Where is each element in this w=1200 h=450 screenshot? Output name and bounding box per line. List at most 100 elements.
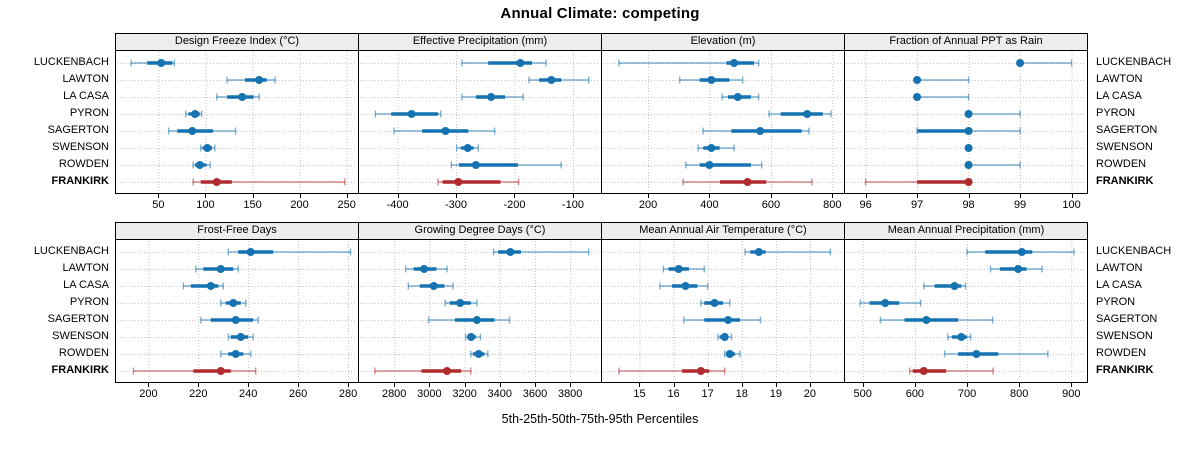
panel-elevation: Elevation (m) 200 400 600 800 [601,33,845,211]
median-dot-luckenbach [516,59,525,67]
median-dot-la-casa [429,282,438,290]
axis-caption: 5th-25th-50th-75th-95th Percentiles [501,412,699,426]
series-rowden [964,161,1021,169]
median-dot-rowden [474,350,483,358]
series-pyron [184,110,203,118]
series-sagerton [702,127,810,135]
series-pyron [700,299,731,307]
median-dot-swenson [467,333,476,341]
tick-mark [205,194,207,198]
median-dot-rowden [195,161,204,169]
row-label-pyron: PYRON [69,296,109,308]
row-label-lawton: LAWTON [62,73,109,85]
median-dot-sagerton [231,316,240,324]
series-pyron [374,110,442,118]
row-labels-right: LUCKENBACH LAWTON LA CASA PYRON SAGERTON SWEN… [1088,33,1198,194]
tick-label: 17 [701,388,714,400]
series-frankirk [618,367,726,375]
series-swenson [464,333,482,341]
median-dot-swenson [720,333,729,341]
row-label-frankirk: FRANKIRK [51,175,109,187]
tick-label: 3600 [522,388,548,400]
median-dot-frankirk [443,367,451,375]
series-frankirk [192,178,346,186]
series-swenson [227,333,254,341]
series-rowden [943,350,1049,358]
panel-fraction-ppt-rain: Fraction of Annual PPT as Rain 96 97 98 99 10… [844,33,1088,211]
series-rowden [192,161,211,169]
series-pyron [768,110,832,118]
tick-label: 100 [1062,199,1081,211]
tick-label: 240 [239,388,258,400]
row-label-frankirk: FRANKIRK [51,364,109,376]
median-dot-luckenbach [1016,59,1025,67]
row-label-luckenbach: LUCKENBACH [33,56,109,68]
tick-label: 98 [962,199,975,211]
tick-mark [346,194,348,198]
series-la-casa [216,93,260,101]
panel-strip-mean-annual-air-temperature: Mean Annual Air Temperature (°C) [602,223,844,240]
tick-mark [1071,383,1073,387]
series-swenson [697,144,735,152]
row-label-lawton: LAWTON [1096,73,1143,85]
series-pyron [220,299,247,307]
tick-mark [770,194,772,198]
median-dot-pyron [456,299,465,307]
tick-label: 800 [823,199,842,211]
gridlines [360,52,600,192]
median-dot-rowden [231,350,240,358]
panel-plot-mean-annual-air-temperature [603,241,843,381]
row-label-frankirk: FRANKIRK [1096,175,1154,187]
row-labels-left: LUCKENBACH LAWTON LA CASA PYRON SAGERTON SWEN… [0,222,115,383]
tick-mark [570,383,572,387]
series-swenson [717,333,733,341]
tick-mark [809,383,811,387]
panel-design-freeze-index: Design Freeze Index (°C) 50 100 150 200 250 [115,33,359,211]
row-label-rowden: ROWDEN [58,158,109,170]
panel-growing-degree-days: Growing Degree Days (°C) 2800 3000 3200 3400… [358,222,602,400]
panel-strip-frost-free-days: Frost-Free Days [116,223,358,240]
median-dot-frankirk [454,178,463,186]
panels-row-2: Frost-Free Days 200 220 240 260 280 Growing De… [115,222,1088,400]
median-dot-luckenbach [506,248,515,256]
tick-mark [572,194,574,198]
row-label-la-casa: LA CASA [63,90,109,102]
tick-label: 280 [338,388,358,400]
median-dot-pyron [710,299,719,307]
median-dot-rowden [705,161,714,169]
tick-mark [775,383,777,387]
series-lawton [662,265,705,273]
tick-label: 3800 [557,388,583,400]
tick-mark [709,194,711,198]
row-label-rowden: ROWDEN [58,347,109,359]
tick-mark [865,194,867,198]
tick-label: 200 [290,199,309,211]
panel-mean-annual-air-temperature: Mean Annual Air Temperature (°C) 15 16 17 18… [601,222,845,400]
tick-label: -400 [386,199,409,211]
tick-label: 500 [853,388,872,400]
series-luckenbach [744,248,832,256]
series-pyron [964,110,1021,118]
row-label-frankirk: FRANKIRK [1096,364,1154,376]
median-dot-pyron [964,110,973,118]
row-label-sagerton: SAGERTON [1096,124,1158,136]
panel-plot-design-freeze-index [117,52,357,192]
tick-label: 97 [910,199,924,211]
series-rowden [470,350,489,358]
gridlines [603,241,843,381]
median-dot-swenson [203,144,212,152]
median-dot-la-casa [238,93,247,101]
tick-mark [862,383,864,387]
series-la-casa [721,93,760,101]
tick-label: 200 [139,388,158,400]
gridlines [117,52,357,192]
tick-label: 3400 [487,388,513,400]
tick-label: 20 [803,388,817,400]
series-frankirk [864,178,973,186]
series-sagerton [916,127,1021,135]
tick-mark [968,194,970,198]
row-label-sagerton: SAGERTON [47,124,109,136]
median-dot-swenson [707,144,716,152]
row-labels-left: LUCKENBACH LAWTON LA CASA PYRON SAGERTON SWEN… [0,33,115,194]
median-dot-lawton [1014,265,1023,273]
